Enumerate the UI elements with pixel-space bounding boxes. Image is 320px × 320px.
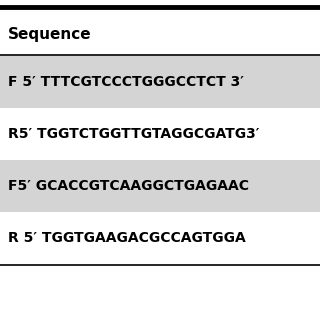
Text: F 5′ TTTCGTCCCTGGGCCTCT 3′: F 5′ TTTCGTCCCTGGGCCTCT 3′ bbox=[8, 75, 244, 89]
Text: Sequence: Sequence bbox=[8, 28, 92, 43]
Text: R 5′ TGGTGAAGACGCCAGTGGA: R 5′ TGGTGAAGACGCCAGTGGA bbox=[8, 231, 246, 245]
Bar bbox=[0, 56, 320, 108]
Text: F5′ GCACCGTCAAGGCTGAGAAC: F5′ GCACCGTCAAGGCTGAGAAC bbox=[8, 179, 249, 193]
Text: R5′ TGGTCTGGTTGTAGGCGATG3′: R5′ TGGTCTGGTTGTAGGCGATG3′ bbox=[8, 127, 260, 141]
Bar bbox=[0, 160, 320, 212]
